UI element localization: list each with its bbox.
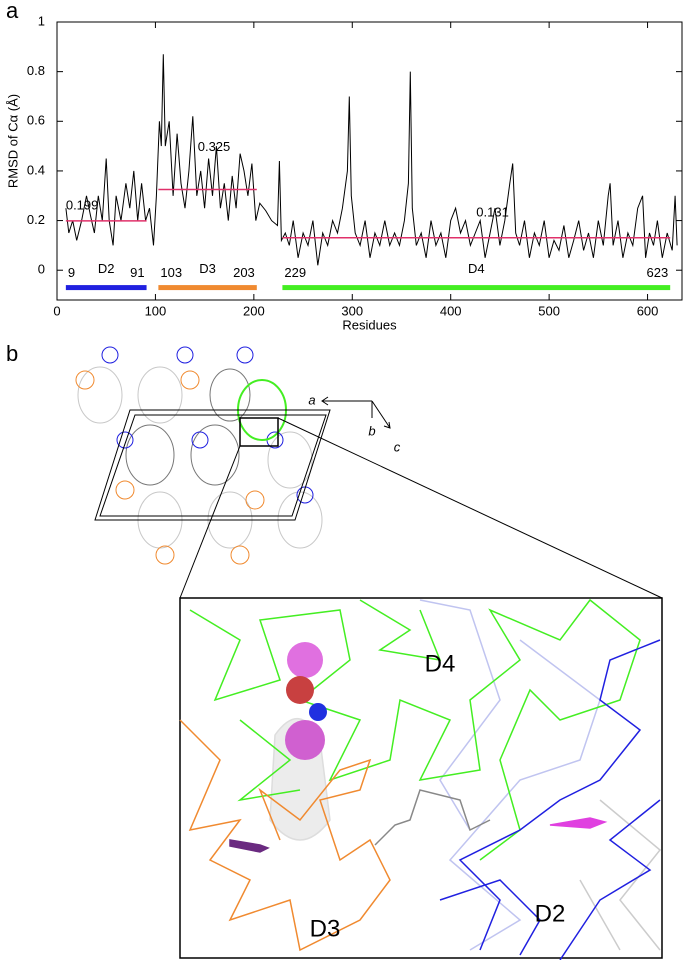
y-tick-label: 0.6 [27,113,45,128]
domain-name: D3 [199,261,216,276]
domain-name: D4 [468,261,485,276]
axis-label: a [308,392,315,407]
x-tick-label: 0 [53,303,60,318]
x-tick-label: 200 [243,303,265,318]
domain-bar [65,285,147,291]
domain-end: 203 [233,265,255,280]
y-tick-label: 0.2 [27,212,45,227]
y-tick-label: 0 [38,262,45,277]
mean-label: 0.325 [198,139,231,154]
domain-label: D4 [425,650,456,677]
mean-label: 0.131 [476,204,509,219]
x-tick-label: 600 [637,303,659,318]
x-tick-label: 300 [341,303,363,318]
y-tick-label: 1 [38,13,45,28]
x-tick-label: 100 [145,303,167,318]
rmsd-line [65,54,678,266]
domain-bar [158,285,257,291]
x-tick-label: 500 [538,303,560,318]
x-axis-label: Residues [342,317,397,332]
mean-label: 0.199 [66,197,99,212]
panel-label: b [6,341,18,366]
domain-bar [282,285,671,291]
panel-label: a [6,0,19,23]
axis-label: c [394,439,401,454]
y-tick-label: 0.4 [27,162,45,177]
domain-label: D3 [310,915,341,942]
zoom-view [179,597,663,960]
plot-frame [56,21,683,301]
domain-label: D2 [535,900,566,927]
domain-start: 103 [160,265,182,280]
axis-label: b [368,423,375,438]
domain-end: 623 [646,265,668,280]
domain-name: D2 [98,261,115,276]
domain-start: 9 [68,265,75,280]
crystal-lattice [75,346,663,599]
y-axis-label: RMSD of Cα (Å) [5,94,20,188]
domain-start: 229 [284,265,306,280]
domain-end: 91 [130,265,144,280]
axis-arrows [321,396,391,429]
y-tick-label: 0.8 [27,63,45,78]
x-tick-label: 400 [440,303,462,318]
